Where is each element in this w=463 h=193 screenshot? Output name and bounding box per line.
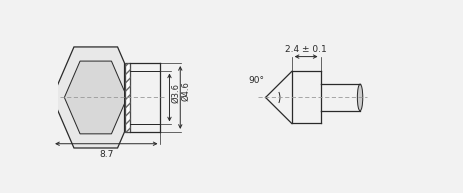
Text: Ø4.6: Ø4.6 <box>181 82 190 102</box>
Ellipse shape <box>357 84 362 111</box>
Text: 90°: 90° <box>248 76 264 85</box>
Text: Ø3.6: Ø3.6 <box>170 83 180 103</box>
Text: 8.7: 8.7 <box>99 150 113 159</box>
Polygon shape <box>52 47 124 148</box>
Polygon shape <box>124 63 130 132</box>
Text: 2.4 ± 0.1: 2.4 ± 0.1 <box>285 45 326 54</box>
Polygon shape <box>64 61 124 134</box>
